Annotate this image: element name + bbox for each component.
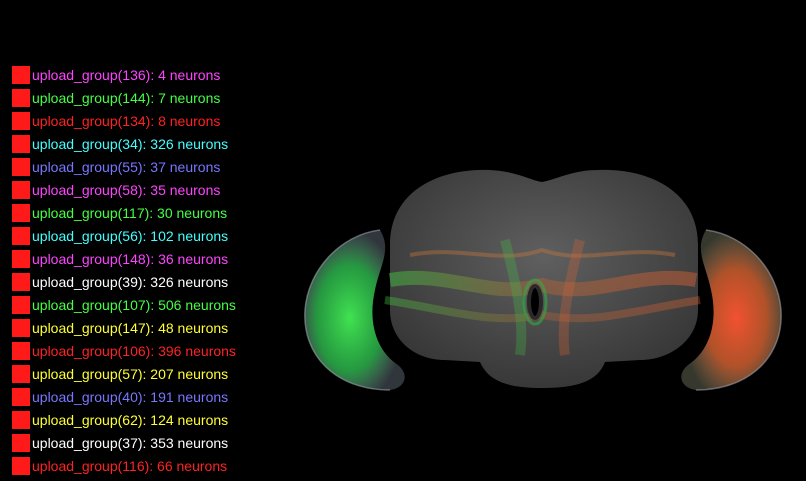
legend-item-label[interactable]: upload_group(34): 326 neurons	[32, 135, 229, 152]
color-swatch[interactable]	[12, 157, 30, 176]
legend-item-label[interactable]: upload_group(40): 191 neurons	[32, 388, 229, 405]
legend-item[interactable]: upload_group(39): 326 neurons	[12, 270, 236, 293]
legend-item[interactable]: upload_group(56): 102 neurons	[12, 224, 236, 247]
legend-item[interactable]: upload_group(107): 506 neurons	[12, 293, 236, 316]
legend-item[interactable]: upload_group(148): 36 neurons	[12, 247, 236, 270]
legend-item-label[interactable]: upload_group(39): 326 neurons	[32, 273, 229, 290]
legend-item[interactable]: upload_group(106): 396 neurons	[12, 339, 236, 362]
legend-item-label[interactable]: upload_group(37): 353 neurons	[32, 434, 229, 451]
legend-item-label[interactable]: upload_group(116): 66 neurons	[32, 457, 228, 474]
color-swatch[interactable]	[12, 272, 30, 291]
legend-item[interactable]: upload_group(58): 35 neurons	[12, 178, 236, 201]
color-swatch[interactable]	[12, 65, 30, 84]
color-swatch[interactable]	[12, 387, 30, 406]
legend-item[interactable]: upload_group(134): 8 neurons	[12, 109, 236, 132]
legend-item-label[interactable]: upload_group(144): 7 neurons	[32, 89, 221, 106]
legend-item-label[interactable]: upload_group(107): 506 neurons	[32, 296, 236, 313]
legend-item-label[interactable]: upload_group(62): 124 neurons	[32, 411, 229, 428]
color-swatch[interactable]	[12, 410, 30, 429]
brain-render[interactable]	[280, 150, 806, 410]
right-optic-lobe	[681, 230, 782, 390]
legend-item-label[interactable]: upload_group(106): 396 neurons	[32, 342, 236, 359]
color-swatch[interactable]	[12, 433, 30, 452]
legend-item-label[interactable]: upload_group(147): 48 neurons	[32, 319, 229, 336]
color-swatch[interactable]	[12, 134, 30, 153]
legend-item-label[interactable]: upload_group(56): 102 neurons	[32, 227, 229, 244]
color-swatch[interactable]	[12, 180, 30, 199]
legend-item[interactable]: upload_group(62): 124 neurons	[12, 408, 236, 431]
color-swatch[interactable]	[12, 88, 30, 107]
esophagus-hole	[527, 284, 543, 320]
legend-item-label[interactable]: upload_group(134): 8 neurons	[32, 112, 221, 129]
color-swatch[interactable]	[12, 295, 30, 314]
color-swatch[interactable]	[12, 318, 30, 337]
legend-item-label[interactable]: upload_group(136): 4 neurons	[32, 66, 221, 83]
legend-item[interactable]: upload_group(117): 30 neurons	[12, 201, 236, 224]
left-optic-lobe	[304, 230, 405, 390]
color-swatch[interactable]	[12, 226, 30, 245]
color-swatch[interactable]	[12, 203, 30, 222]
color-swatch[interactable]	[12, 341, 30, 360]
neuron-group-legend: upload_group(136): 4 neurons upload_grou…	[12, 63, 236, 477]
color-swatch[interactable]	[12, 111, 30, 130]
legend-item-label[interactable]: upload_group(55): 37 neurons	[32, 158, 221, 175]
legend-item-label[interactable]: upload_group(117): 30 neurons	[32, 204, 228, 221]
legend-item[interactable]: upload_group(136): 4 neurons	[12, 63, 236, 86]
legend-item-label[interactable]: upload_group(58): 35 neurons	[32, 181, 221, 198]
legend-item[interactable]: upload_group(147): 48 neurons	[12, 316, 236, 339]
legend-item[interactable]: upload_group(144): 7 neurons	[12, 86, 236, 109]
brain-mesh-svg	[304, 169, 782, 391]
color-swatch[interactable]	[12, 456, 30, 475]
legend-item[interactable]: upload_group(40): 191 neurons	[12, 385, 236, 408]
legend-item[interactable]: upload_group(57): 207 neurons	[12, 362, 236, 385]
color-swatch[interactable]	[12, 364, 30, 383]
legend-item-label[interactable]: upload_group(148): 36 neurons	[32, 250, 229, 267]
color-swatch[interactable]	[12, 249, 30, 268]
legend-item[interactable]: upload_group(34): 326 neurons	[12, 132, 236, 155]
legend-item[interactable]: upload_group(116): 66 neurons	[12, 454, 236, 477]
legend-item-label[interactable]: upload_group(57): 207 neurons	[32, 365, 229, 382]
legend-item[interactable]: upload_group(37): 353 neurons	[12, 431, 236, 454]
legend-item[interactable]: upload_group(55): 37 neurons	[12, 155, 236, 178]
